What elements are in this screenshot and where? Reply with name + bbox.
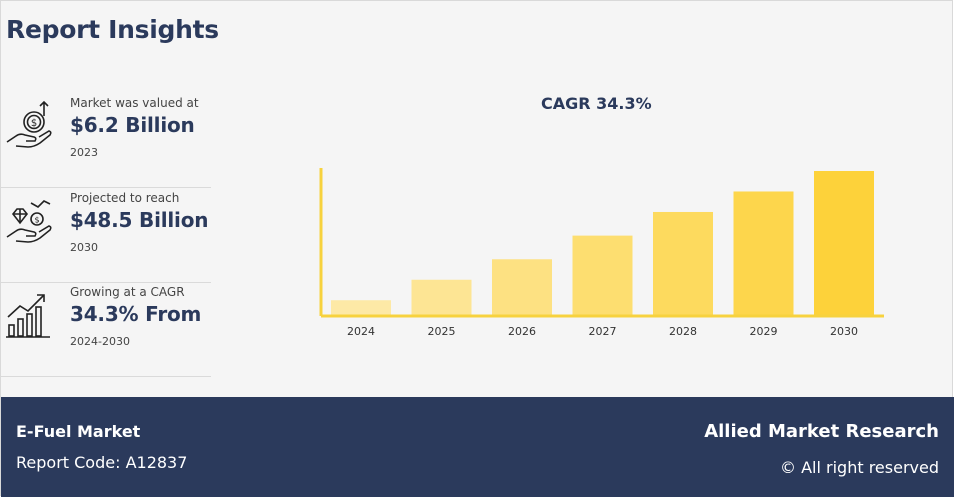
copyright: © All right reserved <box>780 458 939 477</box>
x-tick-label: 2029 <box>750 325 778 338</box>
page-title: Report Insights <box>6 15 219 44</box>
stat-year: 2030 <box>70 241 98 254</box>
chart-bar <box>572 235 633 316</box>
stat-projected-value: $ Projected to reach $48.5 Billion 2030 <box>1 191 211 283</box>
x-tick-label: 2024 <box>347 325 375 338</box>
stat-value: $48.5 Billion <box>70 208 209 232</box>
chart-bar <box>814 171 874 316</box>
chart-bar <box>492 259 552 316</box>
bar-chart: 2024 2025 2026 2027 2028 2029 2030 <box>319 168 884 338</box>
chart-bar <box>733 191 794 316</box>
x-tick-label: 2030 <box>830 325 858 338</box>
stat-year: 2023 <box>70 146 98 159</box>
chart-bar <box>411 279 472 316</box>
stat-cagr: Growing at a CAGR 34.3% From 2024-2030 <box>1 285 211 377</box>
chart-title: CAGR 34.3% <box>541 94 652 113</box>
diamond-hand-icon: $ <box>6 200 52 243</box>
brand-name: Allied Market Research <box>704 421 939 442</box>
money-hand-icon: $ <box>6 100 52 148</box>
growth-chart-icon <box>6 294 50 338</box>
chart-bar <box>653 211 713 316</box>
x-tick-label: 2028 <box>669 325 697 338</box>
market-name: E-Fuel Market <box>16 422 141 441</box>
x-tick-label: 2026 <box>508 325 536 338</box>
report-code: Report Code: A12837 <box>16 453 188 472</box>
stat-lead: Projected to reach <box>70 191 180 205</box>
svg-text:$: $ <box>31 118 37 129</box>
stat-value: 34.3% From <box>70 302 202 326</box>
footer: E-Fuel Market Report Code: A12837 Allied… <box>1 397 954 497</box>
stat-lead: Market was valued at <box>70 96 199 110</box>
stat-value: $6.2 Billion <box>70 113 195 137</box>
stat-period: 2024-2030 <box>70 335 130 348</box>
x-tick-label: 2025 <box>428 325 456 338</box>
stat-market-value: $ Market was valued at $6.2 Billion 2023 <box>1 96 211 188</box>
x-tick-label: 2027 <box>589 325 617 338</box>
stat-lead: Growing at a CAGR <box>70 285 185 299</box>
chart-bar <box>331 300 391 316</box>
svg-text:$: $ <box>34 216 39 225</box>
